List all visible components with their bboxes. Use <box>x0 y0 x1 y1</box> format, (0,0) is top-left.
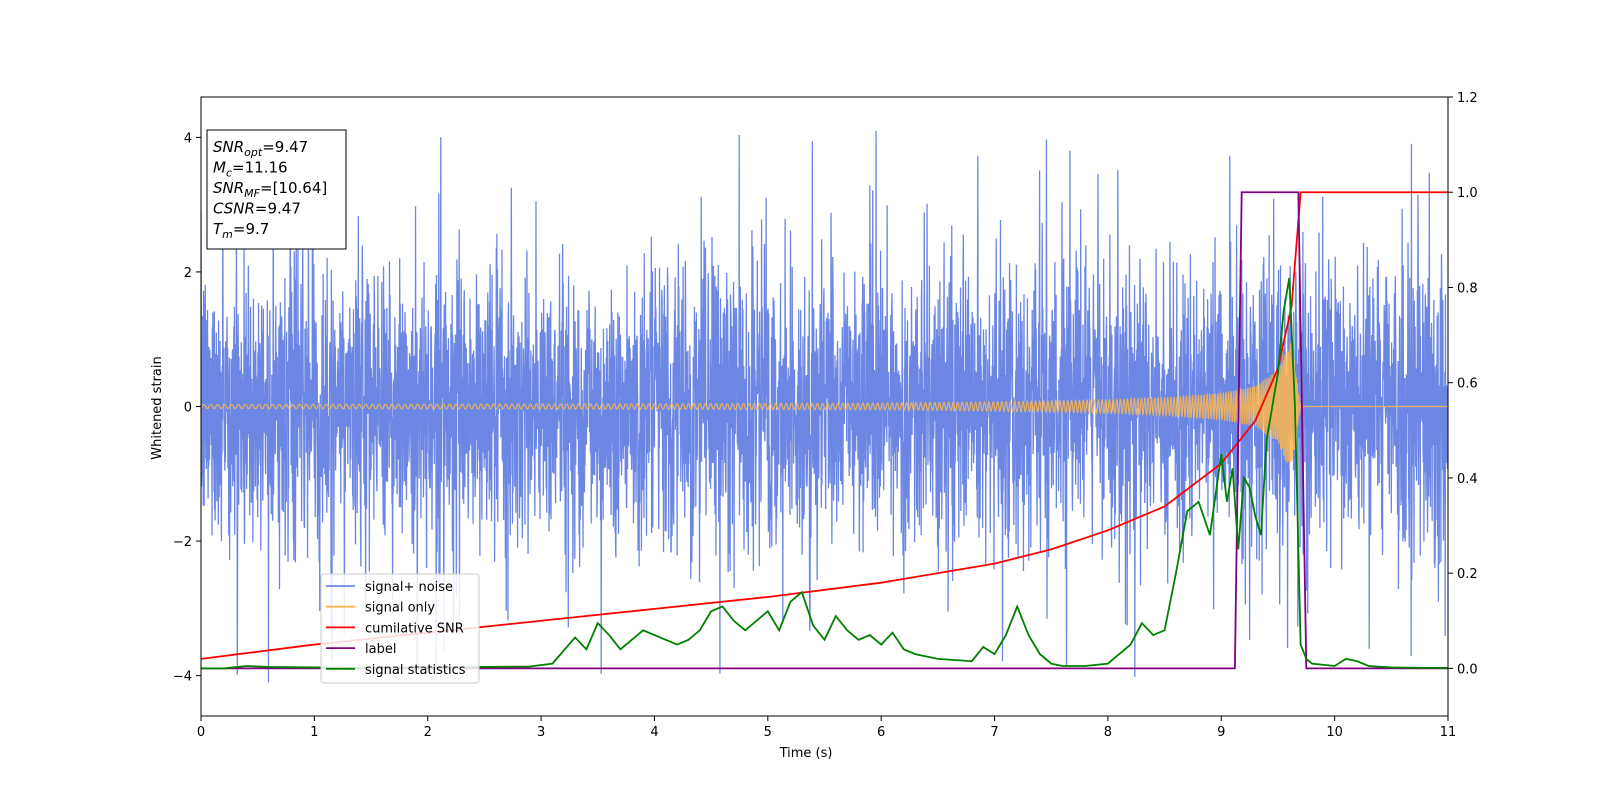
info-box: SNRopt=9.47Mc=11.16SNRMF=[10.64]CSNR=9.4… <box>206 129 347 250</box>
legend-label-signal-statistics: signal statistics <box>365 663 466 678</box>
legend-label-signal-only: signal only <box>365 601 435 616</box>
y2-tick-label: 0.2 <box>1457 567 1478 582</box>
y-axis-label: Whitened strain <box>150 356 165 459</box>
x-tick-label: 7 <box>990 725 998 740</box>
info-tm: Tm=9.7 <box>213 220 269 241</box>
info-snr_opt: SNRopt=9.47 <box>213 138 308 159</box>
x-tick-label: 0 <box>197 725 205 740</box>
y2-tick-label: 0.8 <box>1457 281 1478 296</box>
series-signal-statistics <box>201 277 1448 670</box>
x-tick-label: 3 <box>537 725 545 740</box>
x-tick-label: 2 <box>424 725 432 740</box>
legend-label-cumilative-snr: cumilative SNR <box>365 621 464 636</box>
y2-tick-label: 0.6 <box>1457 377 1478 392</box>
y2-tick-label: 0.4 <box>1457 472 1478 487</box>
x-tick-label: 8 <box>1104 725 1112 740</box>
y-tick-label: −4 <box>173 670 192 685</box>
series-cumilative-snr <box>201 191 1448 660</box>
y-tick-label: 4 <box>184 131 192 146</box>
x-axis-label: Time (s) <box>779 746 833 761</box>
info-mc: Mc=11.16 <box>213 159 288 180</box>
x-tick-label: 11 <box>1440 725 1457 740</box>
info-csnr: CSNR=9.47 <box>213 200 301 218</box>
x-tick-label: 5 <box>764 725 772 740</box>
legend-frame <box>320 573 480 684</box>
y2-tick-label: 1.0 <box>1457 186 1478 201</box>
x-tick-label: 4 <box>650 725 658 740</box>
y-tick-label: 2 <box>184 266 192 281</box>
y-tick-label: −2 <box>173 535 192 550</box>
axes: 0 1 2 3 4 5 6 7 8 9 10 11 −4 −2 0 2 4 0.0 0.2 0.4 0.6 0.8 1.0 1… <box>173 91 1478 740</box>
x-tick-label: 10 <box>1326 725 1343 740</box>
y-tick-label: 0 <box>184 401 192 416</box>
series-label <box>201 191 1448 670</box>
legend: signal+ noise signal only cumilative SNR la… <box>320 573 480 684</box>
legend-label-label: label <box>365 642 396 657</box>
x-tick-label: 1 <box>310 725 318 740</box>
y2-tick-label: 0.0 <box>1457 662 1478 677</box>
legend-label-signal-noise: signal+ noise <box>365 580 453 595</box>
info-box-frame <box>206 129 347 250</box>
y2-tick-label: 1.2 <box>1457 91 1478 106</box>
info-snr_mf: SNRMF=[10.64] <box>213 179 327 200</box>
plot-area <box>201 130 1448 683</box>
series-signal-only <box>201 339 1448 469</box>
x-tick-label: 9 <box>1217 725 1225 740</box>
x-tick-label: 6 <box>877 725 885 740</box>
series-signal-noise <box>201 130 1448 683</box>
